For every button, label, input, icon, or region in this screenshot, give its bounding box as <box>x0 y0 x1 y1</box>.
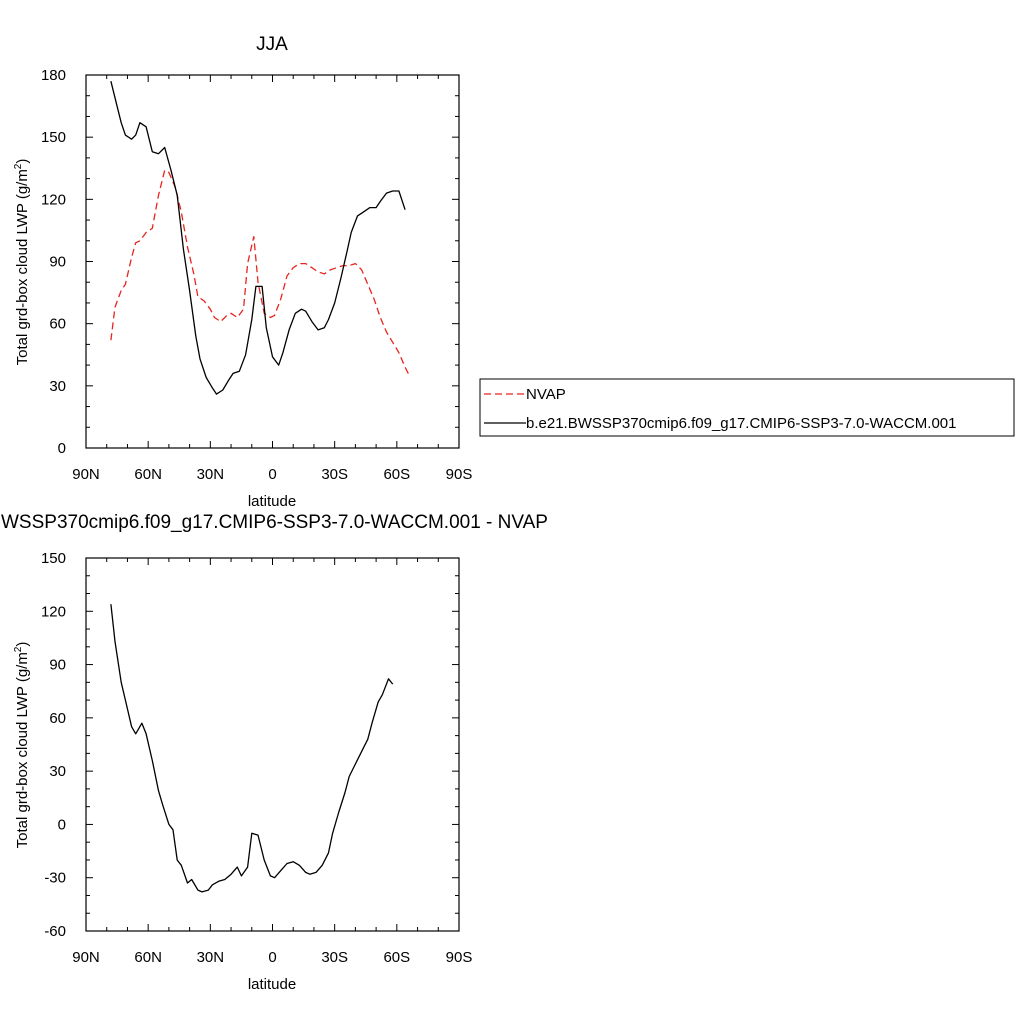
upper-x-tick-label: 90S <box>446 466 473 483</box>
upper-x-tick-label: 0 <box>268 466 276 483</box>
upper-series-line-model <box>110 81 406 395</box>
legend-model-label: b.e21.BWSSP370cmip6.f09_g17.CMIP6-SSP3-7… <box>526 415 956 432</box>
legend-nvap-label: NVAP <box>526 386 566 403</box>
upper-y-tick-label: 150 <box>41 129 66 146</box>
legend-box: NVAP b.e21.BWSSP370cmip6.f09_g17.CMIP6-S… <box>479 378 1015 437</box>
lower-x-tick-label: 60S <box>383 949 410 966</box>
lower-y-tick-label: 60 <box>49 710 66 727</box>
upper-plot-panel: JJA 0 30 60 90 120 150 180 90N 60N 30N 0 30S 60S 90S… <box>13 34 472 510</box>
lower-x-tick-label: 60N <box>134 949 162 966</box>
lower-x-ticks: 90N 60N 30N 0 30S 60S 90S <box>72 558 472 966</box>
upper-x-tick-label: 30S <box>321 466 348 483</box>
lower-y-tick-label: 90 <box>49 657 66 674</box>
lower-y-tick-label: -60 <box>44 923 66 940</box>
upper-x-ticks: 90N 60N 30N 0 30S 60S 90S <box>72 75 472 483</box>
lower-x-tick-label: 0 <box>268 949 276 966</box>
upper-y-tick-label: 30 <box>49 378 66 395</box>
upper-y-tick-label: 180 <box>41 67 66 84</box>
upper-series-layer <box>110 81 410 395</box>
lower-y-tick-label: 150 <box>41 550 66 567</box>
lower-x-tick-label: 30N <box>197 949 225 966</box>
upper-y-tick-label: 120 <box>41 191 66 208</box>
lower-series-line-difference <box>110 604 394 893</box>
upper-y-tick-label: 0 <box>58 440 66 457</box>
upper-y-tick-label: 90 <box>49 254 66 271</box>
upper-series-line-nvap <box>110 169 410 376</box>
lower-y-ticks: -60 -30 0 30 60 90 120 150 <box>41 550 459 940</box>
upper-x-tick-label: 60S <box>383 466 410 483</box>
lower-x-axis-label: latitude <box>248 976 296 993</box>
legend-frame <box>479 378 1015 437</box>
lower-y-tick-label: -30 <box>44 870 66 887</box>
upper-plot-frame <box>85 74 460 449</box>
lower-x-tick-label: 90N <box>72 949 100 966</box>
lower-y-tick-label: 30 <box>49 763 66 780</box>
upper-y-ticks: 0 30 60 90 120 150 180 <box>41 67 459 457</box>
lower-plot-panel: WSSP370cmip6.f09_g17.CMIP6-SSP3-7.0-WACC… <box>1 512 548 993</box>
lower-y-axis-label: Total grd-box cloud LWP (g/m2) <box>13 642 31 849</box>
upper-x-axis-label: latitude <box>248 493 296 510</box>
lower-series-layer <box>110 604 394 893</box>
lower-y-tick-label: 0 <box>58 816 66 833</box>
upper-x-tick-label: 90N <box>72 466 100 483</box>
lower-y-tick-label: 120 <box>41 603 66 620</box>
upper-y-axis-label: Total grd-box cloud LWP (g/m2) <box>13 159 31 366</box>
upper-x-tick-label: 30N <box>197 466 225 483</box>
upper-y-tick-label: 60 <box>49 316 66 333</box>
lower-x-tick-label: 90S <box>446 949 473 966</box>
lower-plot-title: WSSP370cmip6.f09_g17.CMIP6-SSP3-7.0-WACC… <box>1 512 548 533</box>
upper-x-tick-label: 60N <box>134 466 162 483</box>
upper-plot-title: JJA <box>256 34 288 55</box>
lower-plot-frame <box>85 557 460 932</box>
lower-x-tick-label: 30S <box>321 949 348 966</box>
